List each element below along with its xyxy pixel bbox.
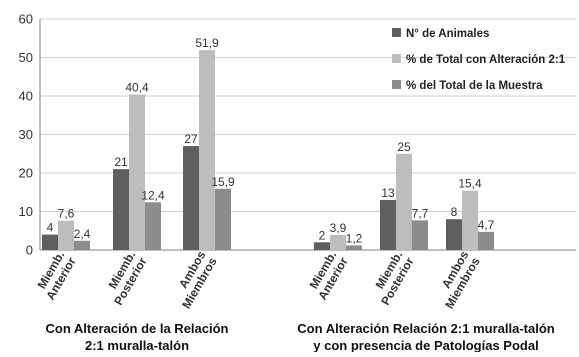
- data-label: 7,7: [412, 206, 429, 220]
- category-label: Miemb.Anterior: [304, 248, 351, 302]
- data-label: 12,4: [141, 188, 165, 202]
- data-label: 1,2: [346, 231, 363, 245]
- data-label: 15,4: [458, 177, 482, 191]
- bar: [314, 242, 330, 250]
- y-tick-label: 50: [19, 50, 33, 65]
- data-label: 25: [397, 140, 411, 154]
- bar: [446, 219, 462, 250]
- legend-swatch: [392, 28, 401, 37]
- group-title: Con Alteración de la Relación: [45, 321, 228, 336]
- bar: [412, 220, 428, 250]
- y-tick-label: 40: [19, 89, 33, 104]
- bar: [462, 190, 478, 250]
- bar: [380, 199, 396, 250]
- bar: [129, 94, 145, 251]
- legend-label: % del Total de la Muestra: [406, 80, 543, 92]
- data-label: 40,4: [125, 80, 149, 94]
- bar: [199, 50, 215, 251]
- bar: [396, 153, 412, 250]
- category-label: Miemb.Posterior: [100, 248, 150, 307]
- data-label: 2: [319, 228, 326, 242]
- bar: [42, 234, 58, 250]
- data-label: 8: [451, 205, 458, 219]
- y-tick-label: 10: [19, 204, 33, 219]
- legend-label: N° de Animales: [406, 28, 489, 40]
- data-label: 15,9: [211, 175, 235, 189]
- data-label: 7,6: [58, 207, 75, 221]
- legend-label: % de Total con Alteración 2:1: [406, 54, 566, 66]
- data-label: 2,4: [74, 227, 91, 241]
- group-title: y con presencia de Patologías Podal: [313, 338, 538, 352]
- category-label: Miemb.Posterior: [367, 248, 417, 307]
- category-label: AmbosMiembros: [168, 248, 220, 311]
- data-label: 3,9: [330, 221, 347, 235]
- category-label: AmbosMiembros: [431, 248, 483, 311]
- legend-swatch: [392, 80, 401, 89]
- data-label: 4: [47, 221, 54, 235]
- bar: [346, 245, 362, 250]
- group-title: 2:1 muralla-talón: [85, 338, 189, 352]
- y-tick-label: 0: [26, 243, 33, 258]
- data-label: 27: [184, 132, 198, 146]
- bar: [145, 202, 161, 250]
- legend-swatch: [392, 54, 401, 63]
- bar: [183, 146, 199, 250]
- bar: [74, 240, 90, 250]
- data-label: 51,9: [195, 36, 219, 50]
- data-label: 4,7: [478, 218, 495, 232]
- bar: [478, 231, 494, 250]
- data-label: 21: [114, 155, 128, 169]
- bar: [330, 234, 346, 250]
- y-tick-label: 60: [19, 12, 33, 27]
- category-label: Miemb.Anterior: [32, 248, 79, 302]
- bar: [58, 220, 74, 250]
- y-tick-label: 30: [19, 127, 33, 142]
- group-title: Con Alteración Relación 2:1 muralla-taló…: [297, 321, 554, 336]
- bar: [113, 169, 129, 250]
- y-tick-label: 20: [19, 166, 33, 181]
- bar: [215, 188, 231, 250]
- data-label: 13: [381, 186, 395, 200]
